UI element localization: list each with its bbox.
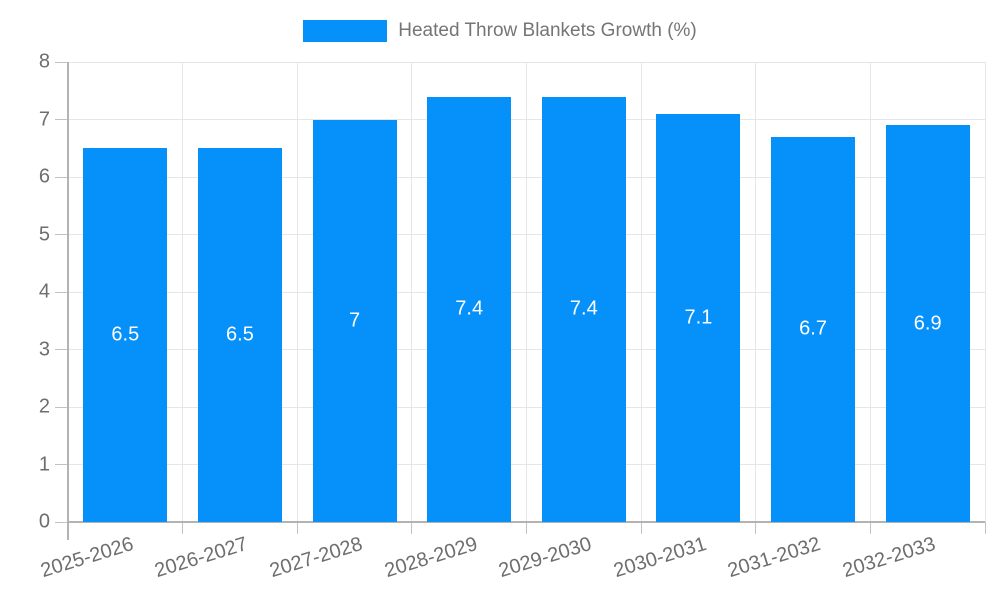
- v-gridline: [984, 62, 986, 522]
- v-gridline: [869, 62, 871, 522]
- bar-value-label: 6.5: [226, 323, 254, 346]
- y-axis-tick-label: 4: [38, 280, 50, 303]
- y-axis-tick: [55, 349, 68, 350]
- y-axis-tick-label: 3: [38, 338, 50, 360]
- y-axis-tick: [55, 464, 68, 465]
- x-axis-category-label: 2028-2029: [381, 533, 480, 583]
- y-axis-tick-label: 1: [38, 453, 50, 475]
- y-axis-tick: [55, 176, 68, 178]
- bar-value-label: 7: [349, 309, 361, 332]
- bar[interactable]: [771, 136, 856, 522]
- y-axis-tick-label: 0: [38, 510, 50, 533]
- x-axis-category-label: 2026-2027: [152, 533, 251, 583]
- bar-value-label: 7.4: [455, 297, 484, 320]
- bar[interactable]: [427, 96, 512, 522]
- bar[interactable]: [885, 125, 970, 522]
- bar-value-label: 6.9: [913, 312, 942, 335]
- v-gridline: [411, 62, 413, 522]
- x-axis-category-label: 2027-2028: [267, 533, 365, 583]
- v-gridline: [640, 62, 642, 522]
- y-axis-tick-label: 2: [38, 395, 50, 418]
- y-axis-tick-label: 8: [38, 50, 50, 73]
- x-axis-tick: [869, 522, 871, 534]
- y-axis-tick: [55, 406, 68, 408]
- y-axis-tick: [55, 61, 68, 63]
- bar[interactable]: [312, 119, 397, 522]
- x-axis-tick: [411, 522, 413, 534]
- x-axis-tick: [755, 522, 757, 534]
- x-axis-category-label: 2031-2032: [725, 533, 824, 583]
- v-gridline: [182, 62, 184, 522]
- bar[interactable]: [656, 113, 741, 522]
- bar[interactable]: [83, 148, 168, 522]
- y-axis-tick: [55, 291, 68, 293]
- y-axis-tick-label: 6: [38, 165, 50, 188]
- y-axis-tick: [55, 521, 68, 523]
- y-axis-tick: [55, 119, 68, 120]
- x-axis-category-label: 2029-2030: [496, 533, 595, 583]
- x-axis-tick: [182, 522, 184, 534]
- y-axis-line: [67, 62, 69, 540]
- bar[interactable]: [541, 96, 626, 522]
- x-axis-category-label: 2032-2033: [840, 533, 939, 583]
- x-axis-category-label: 2025-2026: [37, 533, 136, 583]
- legend-label: Heated Throw Blankets Growth (%): [398, 20, 697, 41]
- x-axis-tick: [640, 522, 642, 534]
- y-axis-tick: [55, 234, 68, 235]
- legend-swatch: [303, 20, 388, 42]
- chart-legend[interactable]: Heated Throw Blankets Growth (%): [0, 20, 1000, 42]
- bar[interactable]: [197, 148, 282, 522]
- v-gridline: [755, 62, 757, 522]
- bar-value-label: 6.5: [111, 323, 140, 346]
- x-axis-category-label: 2030-2031: [610, 533, 709, 583]
- x-axis-tick: [296, 522, 298, 534]
- bar-value-label: 7.1: [684, 306, 713, 329]
- y-axis-tick-label: 5: [38, 223, 50, 245]
- x-axis-tick: [984, 522, 986, 534]
- y-axis-tick-label: 7: [38, 108, 50, 130]
- x-axis-baseline: [68, 521, 985, 523]
- x-axis-tick: [526, 522, 527, 534]
- v-gridline: [526, 62, 527, 522]
- bar-value-label: 6.7: [799, 317, 827, 340]
- bar-value-label: 7.4: [569, 297, 598, 320]
- v-gridline: [296, 62, 298, 522]
